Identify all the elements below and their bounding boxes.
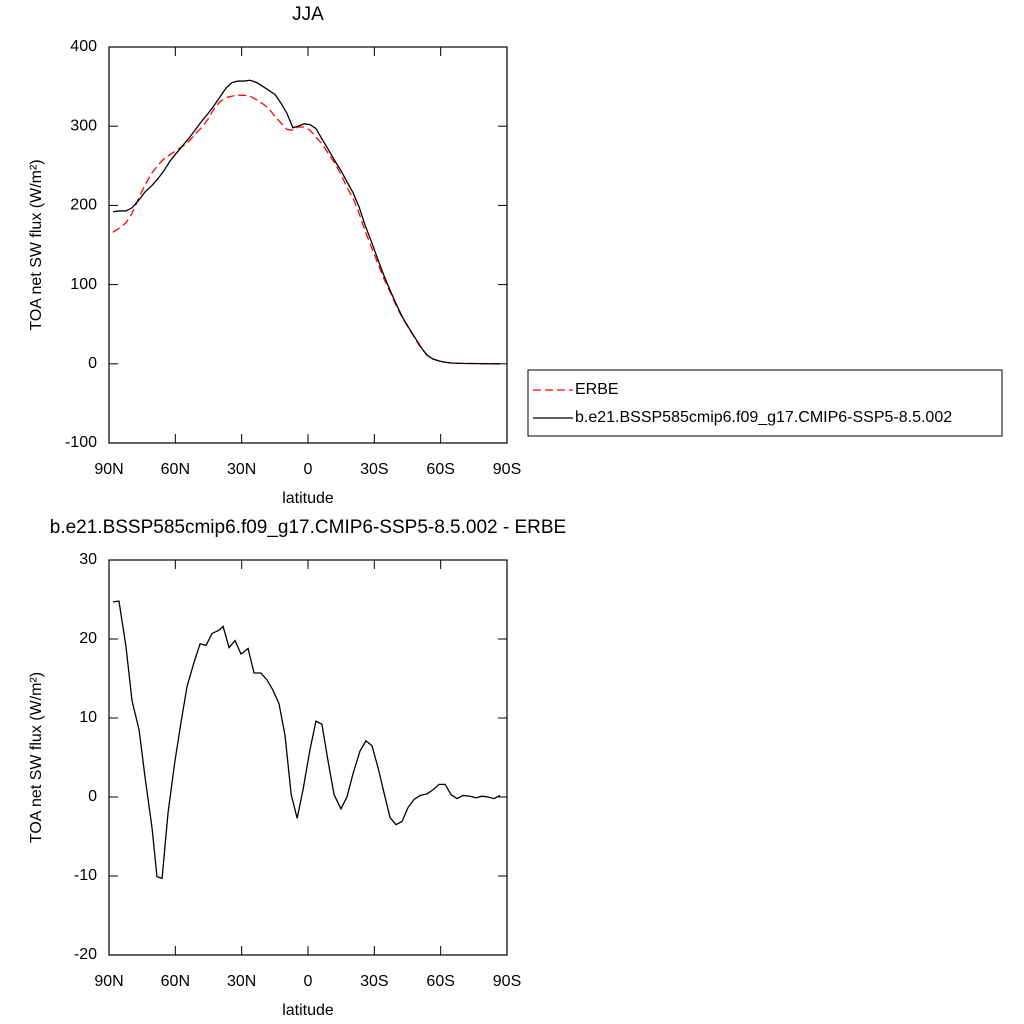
chart-title: JJA (292, 4, 324, 25)
x-axis-label: latitude (282, 1002, 334, 1019)
x-tick-label: 90N (94, 973, 123, 990)
y-tick-label: -20 (74, 946, 97, 963)
data-line (112, 79, 500, 365)
x-tick-label: 30S (360, 461, 388, 478)
x-tick-label: 0 (304, 973, 313, 990)
x-tick-label: 60N (161, 973, 190, 990)
y-tick-label: 400 (70, 38, 97, 55)
x-tick-label: 90N (94, 461, 123, 478)
legend-label: b.e21.BSSP585cmip6.f09_g17.CMIP6-SSP5-8.… (575, 409, 952, 426)
y-tick-label: 100 (70, 276, 97, 293)
x-axis-label: latitude (282, 490, 334, 507)
x-tick-label: 60N (161, 461, 190, 478)
y-tick-label: 300 (70, 117, 97, 134)
y-tick-label: 20 (79, 630, 97, 647)
x-tick-label: 30N (227, 973, 256, 990)
data-line (112, 94, 500, 365)
legend-box (527, 369, 1003, 437)
x-tick-label: 60S (426, 973, 454, 990)
x-tick-label: 30S (360, 973, 388, 990)
legend-label: ERBE (575, 381, 619, 398)
chart-title: b.e21.BSSP585cmip6.f09_g17.CMIP6-SSP5-8.… (50, 517, 566, 538)
y-tick-label: -10 (74, 867, 97, 884)
y-tick-label: 10 (79, 709, 97, 726)
y-tick-label: 0 (88, 788, 97, 805)
plot-frame (108, 559, 508, 956)
y-axis-label: TOA net SW flux (W/m²) (28, 672, 45, 843)
x-tick-label: 0 (304, 461, 313, 478)
x-tick-label: 90S (493, 973, 521, 990)
x-tick-label: 90S (493, 461, 521, 478)
y-tick-label: 200 (70, 197, 97, 214)
y-tick-label: -100 (65, 434, 97, 451)
x-tick-label: 30N (227, 461, 256, 478)
data-line (112, 600, 501, 880)
x-tick-label: 60S (426, 461, 454, 478)
plot-frame (108, 46, 508, 444)
y-tick-label: 0 (88, 355, 97, 372)
y-axis-label: TOA net SW flux (W/m²) (28, 159, 45, 330)
y-tick-label: 30 (79, 551, 97, 568)
